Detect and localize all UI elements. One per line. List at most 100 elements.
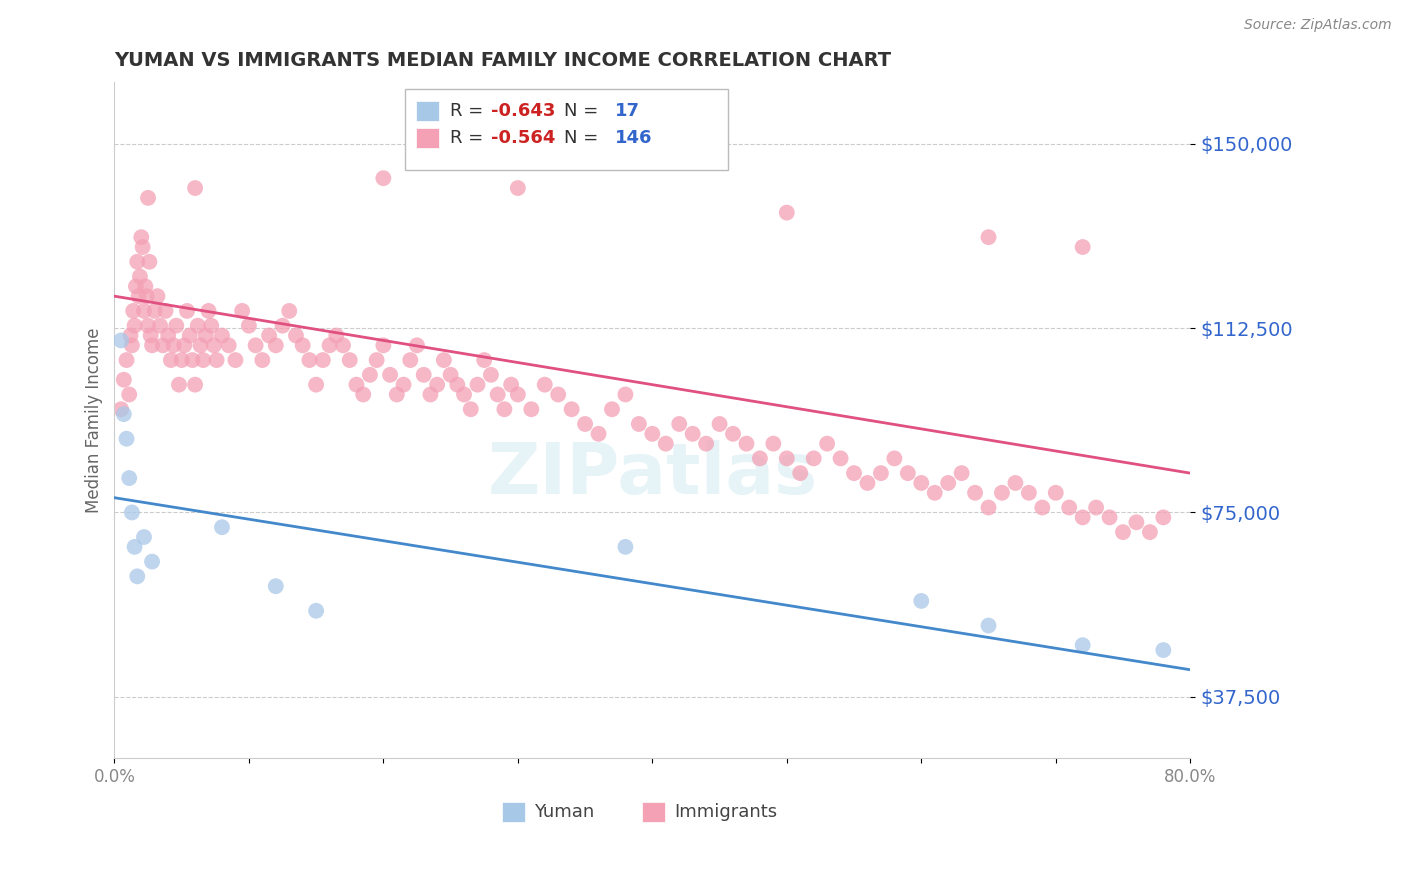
Point <box>179 328 201 343</box>
Point <box>173 338 195 352</box>
Point <box>1139 525 1161 540</box>
Point <box>120 328 142 343</box>
Point <box>748 451 770 466</box>
Point <box>165 318 187 333</box>
Point <box>695 436 717 450</box>
Point <box>121 338 143 352</box>
Point <box>157 328 180 343</box>
Point <box>167 377 190 392</box>
Point <box>112 373 135 387</box>
Point <box>910 475 932 490</box>
Point <box>721 426 744 441</box>
Point <box>561 402 583 417</box>
Point <box>439 368 461 382</box>
Text: R =: R = <box>450 128 489 147</box>
Point <box>138 254 160 268</box>
Point <box>187 318 209 333</box>
Point <box>128 289 150 303</box>
Point <box>842 466 865 480</box>
Point <box>224 353 246 368</box>
Point <box>668 417 690 431</box>
Point <box>110 334 132 348</box>
Point <box>184 377 207 392</box>
Point <box>1004 475 1026 490</box>
Point <box>977 618 1000 632</box>
Point <box>815 436 838 450</box>
Point <box>574 417 596 431</box>
Point <box>291 338 314 352</box>
Point <box>460 402 482 417</box>
FancyBboxPatch shape <box>641 802 665 822</box>
Point <box>614 387 637 401</box>
Point <box>373 171 395 186</box>
Point <box>162 338 184 352</box>
Point <box>641 426 664 441</box>
Point <box>1125 516 1147 530</box>
Point <box>1071 638 1094 652</box>
Point <box>627 417 650 431</box>
Point <box>378 368 401 382</box>
Point <box>1018 485 1040 500</box>
Point <box>682 426 704 441</box>
Point <box>1112 525 1135 540</box>
Point <box>446 377 468 392</box>
Point <box>352 387 374 401</box>
Point <box>152 338 174 352</box>
Point <box>977 500 1000 515</box>
FancyBboxPatch shape <box>416 101 439 121</box>
Point <box>124 540 146 554</box>
Point <box>264 338 287 352</box>
Y-axis label: Median Family Income: Median Family Income <box>86 327 103 513</box>
FancyBboxPatch shape <box>416 128 439 148</box>
Text: Source: ZipAtlas.com: Source: ZipAtlas.com <box>1244 18 1392 32</box>
Point <box>127 254 149 268</box>
Point <box>803 451 825 466</box>
Point <box>479 368 502 382</box>
Point <box>1045 485 1067 500</box>
Point <box>118 471 141 485</box>
Point <box>202 338 225 352</box>
Point <box>146 289 169 303</box>
Point <box>127 569 149 583</box>
Point <box>433 353 456 368</box>
Point <box>218 338 240 352</box>
Point <box>170 353 193 368</box>
Point <box>184 181 207 195</box>
Point <box>614 540 637 554</box>
Point <box>776 451 799 466</box>
Point <box>950 466 973 480</box>
Point <box>897 466 920 480</box>
Point <box>264 579 287 593</box>
Point <box>1152 643 1174 657</box>
Point <box>121 506 143 520</box>
Point <box>305 604 328 618</box>
Point <box>211 328 233 343</box>
FancyBboxPatch shape <box>502 802 526 822</box>
Point <box>547 387 569 401</box>
Point <box>883 451 905 466</box>
Point <box>506 181 529 195</box>
Point <box>373 338 395 352</box>
Point <box>181 353 204 368</box>
Point <box>143 304 166 318</box>
Text: Yuman: Yuman <box>534 804 595 822</box>
Text: 17: 17 <box>614 102 640 120</box>
Point <box>776 205 799 219</box>
Point <box>112 407 135 421</box>
Point <box>359 368 381 382</box>
Point <box>426 377 449 392</box>
Point <box>936 475 959 490</box>
Point <box>1071 240 1094 254</box>
Point <box>155 304 177 318</box>
Point <box>399 353 422 368</box>
Point <box>129 269 152 284</box>
Point <box>200 318 222 333</box>
Point <box>1057 500 1080 515</box>
Point <box>115 432 138 446</box>
Point <box>238 318 260 333</box>
Point <box>132 530 155 544</box>
Point <box>467 377 489 392</box>
Point <box>453 387 475 401</box>
Point <box>600 402 623 417</box>
Point <box>346 377 368 392</box>
